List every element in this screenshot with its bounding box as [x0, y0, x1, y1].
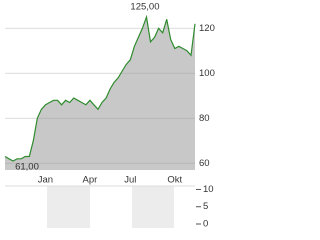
y-tick-label: 120 — [199, 23, 215, 34]
y-tick-label: 60 — [199, 158, 210, 169]
value-annotation: 125,00 — [130, 2, 159, 13]
volume-shade — [132, 186, 174, 228]
y-tick-label: 80 — [199, 113, 210, 124]
x-tick-label: Jan — [38, 175, 53, 186]
volume-tick-label: 10 — [203, 184, 214, 195]
x-tick-label: Apr — [82, 175, 97, 186]
y-tick-label: 100 — [199, 68, 215, 79]
line — [4, 14, 196, 162]
volume-tick-label: 0 — [203, 219, 208, 230]
x-tick-label: Jul — [124, 175, 136, 186]
chart: 60 80 100 120 Jan Apr Jul Okt 125,00 61,00 0 5 10 — [4, 2, 215, 230]
area — [5, 17, 195, 170]
volume-tick-label: 5 — [203, 201, 208, 212]
x-tick-label: Okt — [167, 175, 182, 186]
value-annotation: 61,00 — [15, 162, 39, 173]
volume-shade — [47, 186, 90, 228]
